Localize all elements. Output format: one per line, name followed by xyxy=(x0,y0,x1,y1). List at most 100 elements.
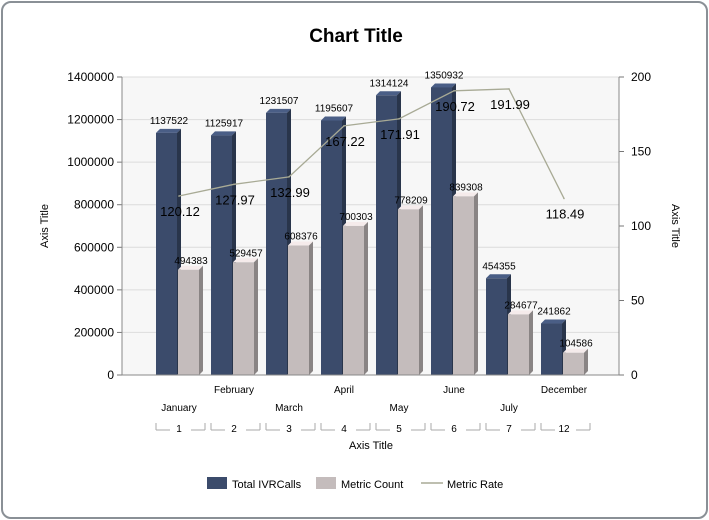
bar-top xyxy=(486,274,511,279)
bar-side xyxy=(364,221,368,375)
y-tick-label: 1200000 xyxy=(67,113,114,127)
data-label-total-ivrcalls: 1314124 xyxy=(370,78,409,89)
data-label-metric-rate: 167.22 xyxy=(325,134,365,149)
data-label-total-ivrcalls: 1195607 xyxy=(315,104,354,115)
y-tick-label: 400000 xyxy=(74,283,114,297)
bar-face xyxy=(508,314,529,375)
legend-label: Metric Rate xyxy=(447,479,503,491)
bar-face xyxy=(288,245,309,375)
bar-face xyxy=(156,132,177,375)
x-month-label: December xyxy=(541,385,588,396)
data-label-metric-rate: 118.49 xyxy=(546,206,585,221)
line-metric-rate xyxy=(178,88,565,199)
bar-total-ivrcalls xyxy=(486,274,511,375)
legend-item: Metric Count xyxy=(316,477,403,491)
x-category-bracket xyxy=(155,423,206,431)
legend-item: Total IVRCalls xyxy=(207,477,302,491)
x-month-label: February xyxy=(214,385,254,396)
line-point-metric-rate xyxy=(343,125,345,127)
legend-swatch xyxy=(207,477,227,489)
data-label-total-ivrcalls: 1231507 xyxy=(260,96,299,107)
line-point-metric-rate xyxy=(453,90,455,92)
bar-face xyxy=(453,196,474,375)
y-tick-label: 800000 xyxy=(74,198,114,212)
line-point-metric-rate xyxy=(508,88,510,90)
bar-total-ivrcalls xyxy=(321,116,346,376)
bar-top xyxy=(266,108,291,113)
bar-face xyxy=(486,278,507,375)
data-label-metric-rate: 120.12 xyxy=(160,204,200,219)
bar-face xyxy=(376,95,397,375)
x-axis-title: Axis Title xyxy=(349,440,393,452)
bar-metric-count xyxy=(398,205,423,375)
x-category-label: 7 xyxy=(506,424,512,435)
bar-side xyxy=(584,348,588,375)
legend-label: Metric Count xyxy=(341,479,403,491)
bar-top xyxy=(431,83,456,88)
bar-face xyxy=(233,262,254,375)
x-category-label: 3 xyxy=(286,424,292,435)
bar-top xyxy=(343,221,368,226)
bar-face xyxy=(541,323,562,375)
x-month-label: July xyxy=(500,403,518,414)
bar-side xyxy=(254,258,258,375)
bar-face xyxy=(266,112,287,376)
bar-face xyxy=(178,269,199,375)
bar-face xyxy=(563,352,584,375)
data-label-metric-count: 778209 xyxy=(394,195,428,206)
x-category-label: 4 xyxy=(341,424,347,435)
bar-top xyxy=(288,241,313,246)
legend-swatch xyxy=(316,477,336,489)
bar-metric-count xyxy=(288,241,313,375)
bar-side xyxy=(309,241,313,375)
x-category-label: 12 xyxy=(558,424,570,435)
chart-title: Chart Title xyxy=(309,26,403,47)
data-label-metric-count: 839308 xyxy=(449,182,483,193)
bar-top xyxy=(233,258,258,263)
x-category-label: 6 xyxy=(451,424,457,435)
bar-metric-count xyxy=(178,265,203,375)
y2-tick-label: 200 xyxy=(631,70,651,84)
bar-top xyxy=(376,91,401,96)
legend-item: Metric Rate xyxy=(421,479,503,491)
x-category-bracket xyxy=(430,423,481,431)
x-category-label: 2 xyxy=(231,424,237,435)
x-month-label: April xyxy=(334,385,354,396)
bar-metric-count xyxy=(563,348,588,375)
y-tick-label: 1400000 xyxy=(67,70,114,84)
bar-top xyxy=(398,205,423,210)
y2-tick-label: 150 xyxy=(631,145,651,159)
data-label-metric-count: 494383 xyxy=(174,256,208,267)
bar-top xyxy=(178,265,203,270)
bar-metric-count xyxy=(508,310,533,375)
x-month-label: June xyxy=(443,385,465,396)
legend-label: Total IVRCalls xyxy=(232,479,302,491)
data-label-total-ivrcalls: 1125917 xyxy=(205,118,244,129)
bar-top xyxy=(563,348,588,353)
bar-side xyxy=(419,205,423,375)
bar-total-ivrcalls xyxy=(431,83,456,376)
data-label-metric-count: 284677 xyxy=(504,300,538,311)
bar-top xyxy=(321,116,346,121)
y-tick-label: 600000 xyxy=(74,240,114,254)
bar-top xyxy=(541,319,566,324)
bar-side xyxy=(529,310,533,375)
data-label-total-ivrcalls: 454355 xyxy=(482,261,516,272)
bar-face xyxy=(398,209,419,375)
data-label-metric-rate: 171.91 xyxy=(380,127,420,142)
bar-side xyxy=(199,265,203,375)
bar-metric-count xyxy=(343,221,368,375)
data-label-metric-rate: 191.99 xyxy=(490,97,530,112)
data-label-total-ivrcalls: 241862 xyxy=(537,307,571,318)
bar-top xyxy=(453,192,478,197)
y2-tick-label: 0 xyxy=(631,368,638,382)
bar-face xyxy=(211,135,232,375)
y2-tick-label: 100 xyxy=(631,219,651,233)
x-category-bracket xyxy=(210,423,261,431)
line-point-metric-rate xyxy=(178,195,180,197)
data-label-metric-count: 700303 xyxy=(339,212,373,223)
data-label-metric-rate: 127.97 xyxy=(215,192,255,207)
data-label-total-ivrcalls: 1137522 xyxy=(150,116,189,127)
line-point-metric-rate xyxy=(398,118,400,120)
x-month-label: March xyxy=(275,403,303,414)
